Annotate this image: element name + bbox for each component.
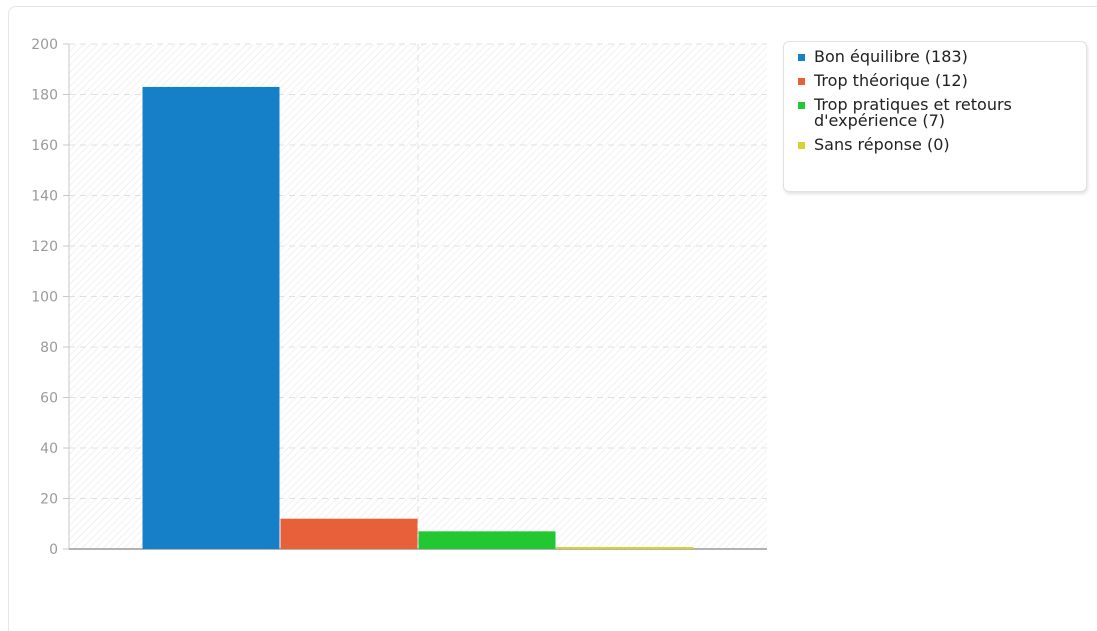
legend-swatch (798, 54, 805, 61)
y-tick-label: 200 (31, 37, 58, 53)
y-tick-label: 100 (31, 290, 58, 306)
y-tick-label: 140 (31, 189, 58, 205)
legend-swatch (798, 78, 805, 85)
y-tick-label: 160 (31, 138, 58, 154)
legend-label: Trop théorique (12) (814, 71, 968, 90)
legend-item[interactable]: Sans réponse (0) (784, 137, 1086, 153)
legend-swatch (798, 142, 805, 149)
y-tick-label: 80 (40, 340, 58, 356)
grid (69, 43, 767, 549)
legend-label: Bon équilibre (183) (814, 47, 968, 66)
legend-item[interactable]: Trop théorique (12) (784, 73, 1086, 89)
legend: Bon équilibre (183) Trop théorique (12) … (783, 41, 1087, 192)
legend-swatch (798, 102, 805, 109)
y-tick-labels: 0 20 40 60 80 100 120 140 160 180 200 (31, 37, 58, 558)
bar[interactable] (142, 86, 280, 550)
legend-label: Sans réponse (0) (814, 135, 950, 154)
legend-label: Trop pratiques et retours d'expérience (… (814, 95, 1012, 130)
y-tick-label: 40 (40, 441, 58, 457)
bar[interactable] (418, 531, 556, 549)
bar[interactable] (280, 518, 418, 549)
y-tick-label: 120 (31, 239, 58, 255)
y-tick-label: 180 (31, 88, 58, 104)
legend-item[interactable]: Bon équilibre (183) (784, 49, 1086, 65)
y-tick-label: 20 (40, 492, 58, 508)
bars (142, 86, 694, 550)
legend-item[interactable]: Trop pratiques et retours d'expérience (… (784, 97, 1086, 129)
y-tick-label: 0 (49, 542, 58, 558)
y-tick-label: 60 (40, 391, 58, 407)
bar[interactable] (556, 547, 694, 549)
